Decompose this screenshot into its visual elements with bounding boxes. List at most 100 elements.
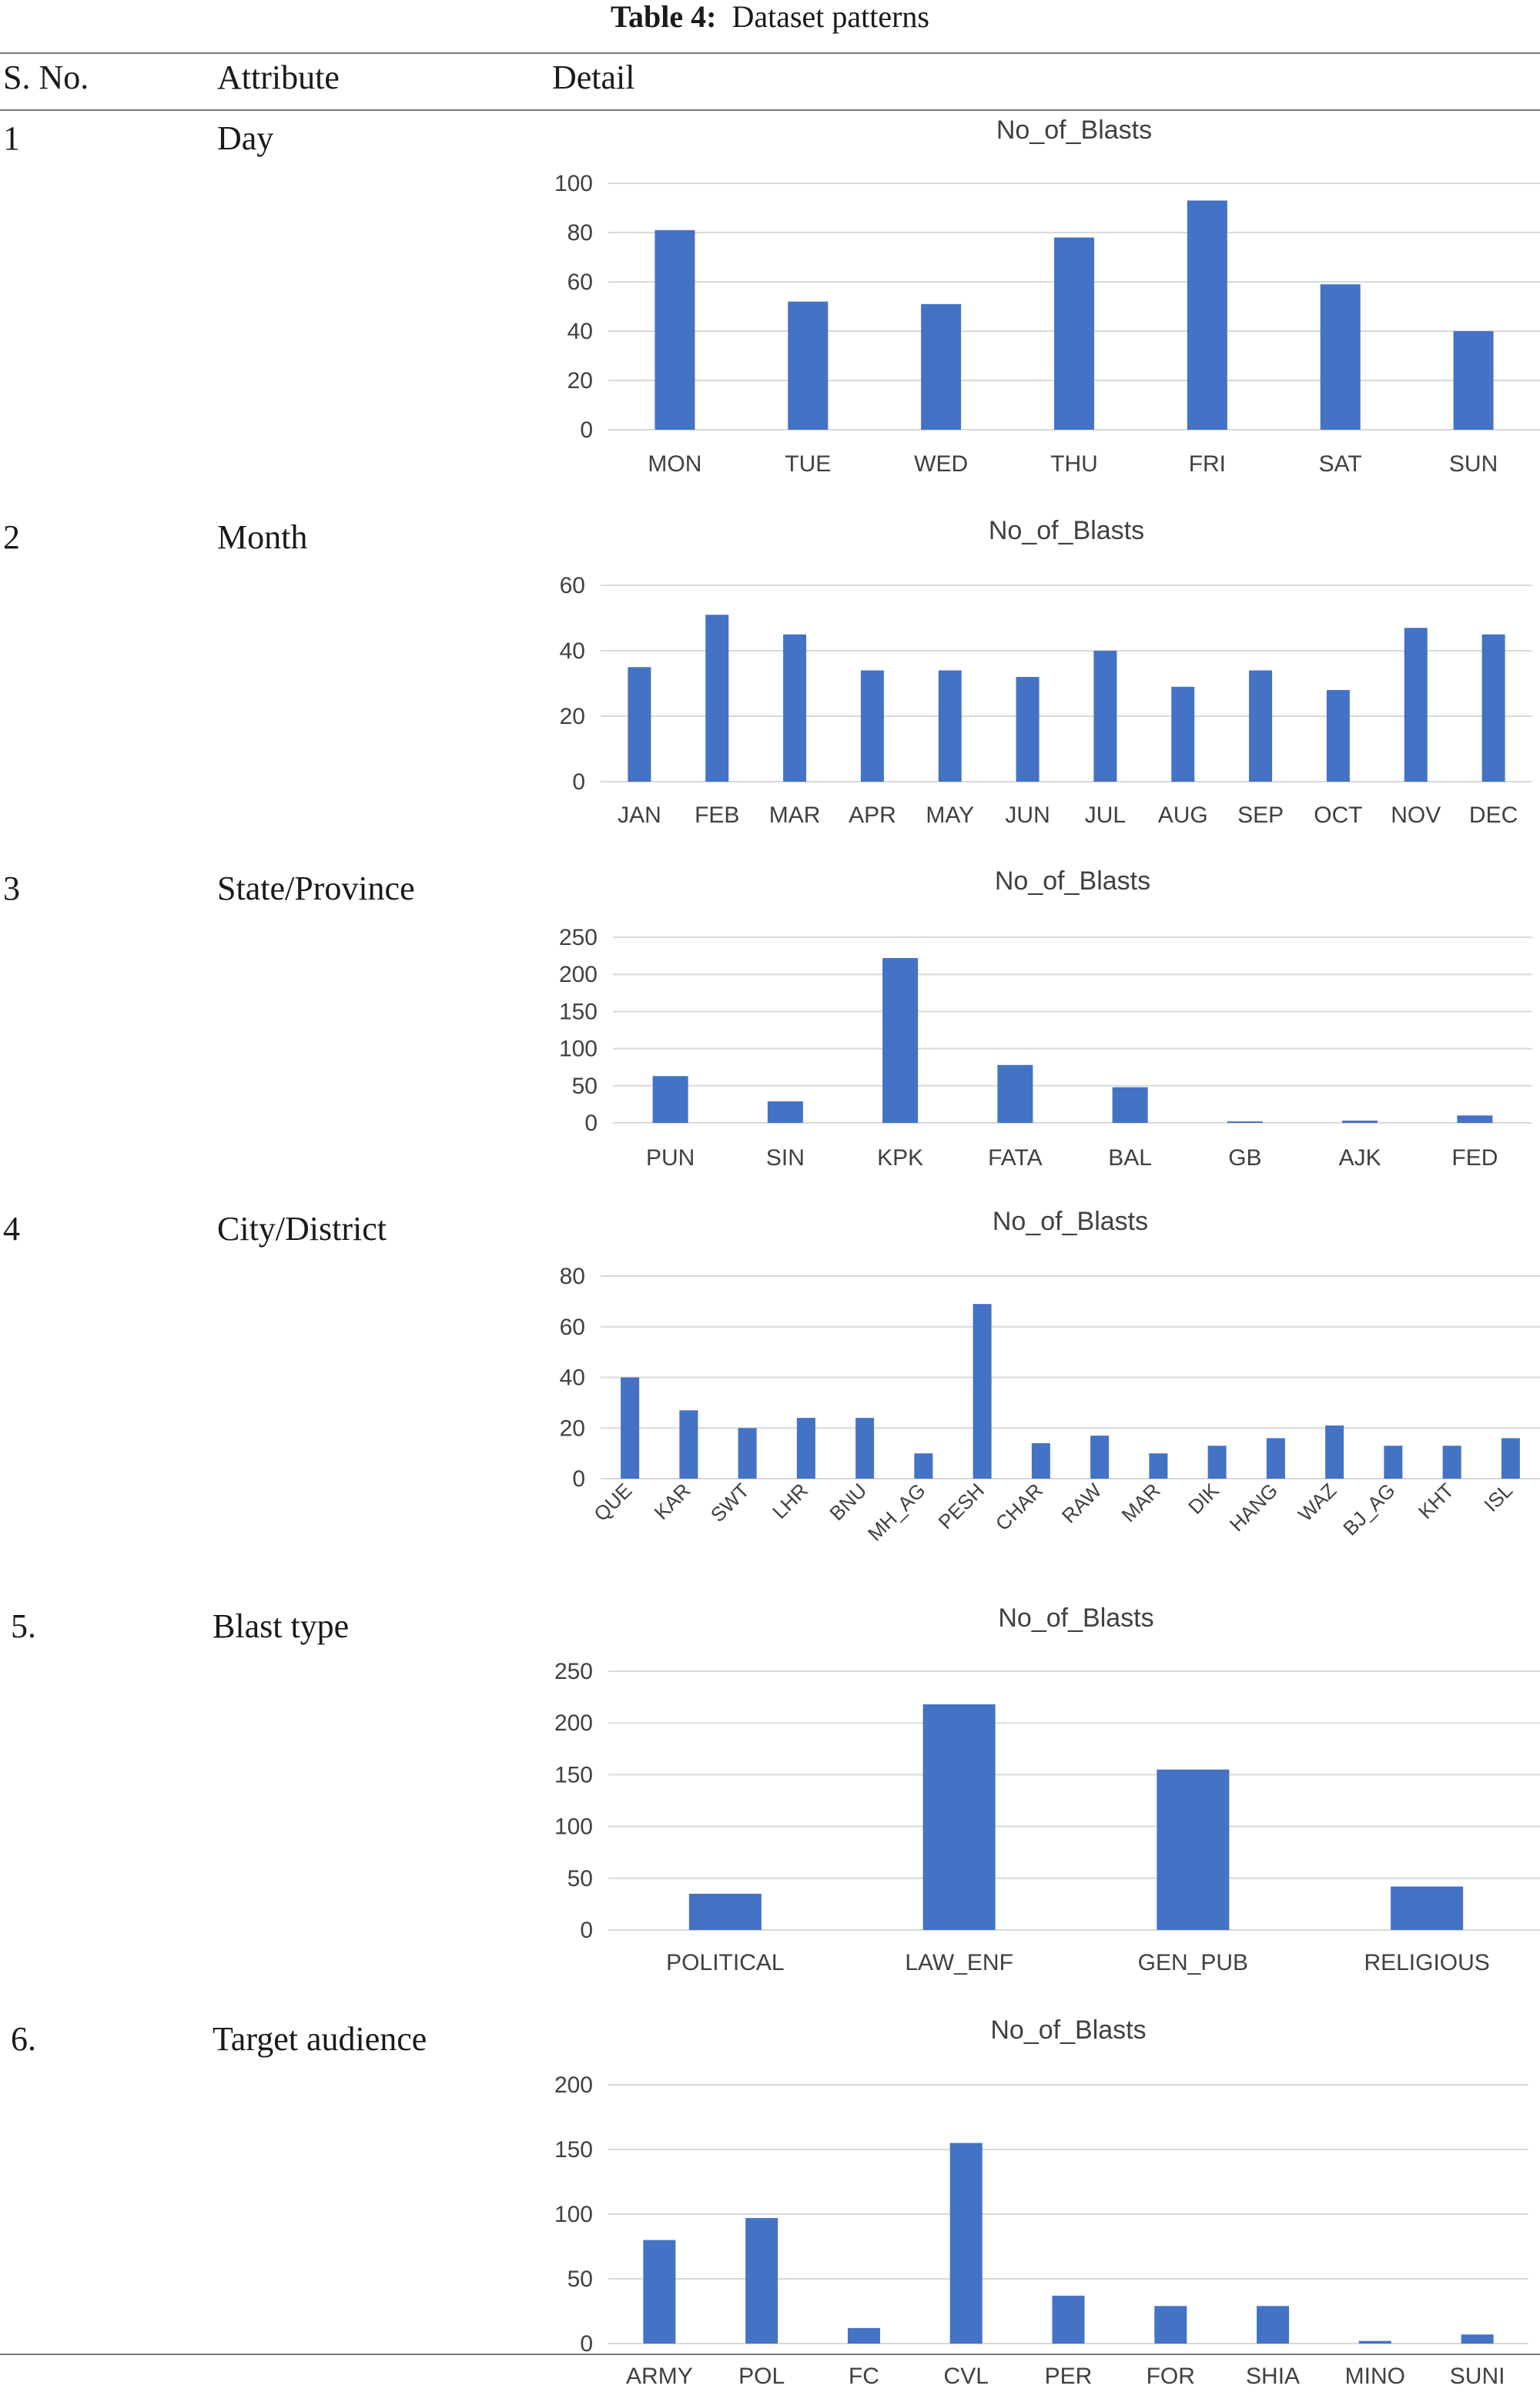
- x-tick-label: POL: [738, 2364, 785, 2389]
- bar-pesh: [973, 1304, 992, 1479]
- x-tick-label: KPK: [877, 1145, 923, 1171]
- x-tick-label: TUE: [785, 451, 831, 477]
- bar-fc: [847, 2327, 880, 2344]
- row-3-attribute: State/Province: [217, 869, 415, 907]
- x-tick-label: MAR: [769, 802, 821, 828]
- x-tick-label: POLITICAL: [666, 1950, 784, 1975]
- x-tick-label: KAR: [650, 1479, 695, 1524]
- bar-bal: [1112, 1087, 1148, 1123]
- bar-shia: [1257, 2306, 1290, 2344]
- table-bottom-rule: [0, 2354, 1540, 2355]
- y-tick-label: 0: [572, 1466, 585, 1492]
- row-2-number: 2: [3, 518, 20, 556]
- y-tick-label: 150: [559, 999, 598, 1024]
- bar-fata: [997, 1064, 1033, 1123]
- bar-for: [1154, 2306, 1187, 2344]
- bar-ajk: [1342, 1121, 1378, 1123]
- x-tick-label: SIN: [766, 1145, 805, 1171]
- x-tick-label: JUN: [1005, 802, 1050, 828]
- y-tick-label: 50: [572, 1074, 598, 1099]
- bar-tue: [788, 301, 829, 430]
- row-4-number: 4: [3, 1210, 20, 1248]
- bar-jan: [628, 667, 651, 782]
- row-5-number: 5.: [11, 1607, 36, 1645]
- y-tick-label: 100: [554, 1814, 593, 1840]
- x-tick-label: SEP: [1237, 802, 1284, 828]
- x-tick-label: LHR: [768, 1479, 812, 1523]
- x-tick-label: SAT: [1319, 451, 1362, 477]
- x-tick-label: JAN: [618, 802, 661, 828]
- row-5-attribute: Blast type: [213, 1607, 350, 1645]
- y-tick-label: 100: [559, 1037, 598, 1062]
- bar-sun: [1453, 331, 1494, 430]
- bar-religious: [1391, 1886, 1464, 1930]
- y-tick-label: 60: [560, 573, 585, 598]
- y-tick-label: 40: [567, 319, 593, 344]
- y-tick-label: 250: [554, 1659, 593, 1684]
- x-tick-label: CHAR: [991, 1479, 1047, 1535]
- bar-hang: [1266, 1438, 1285, 1479]
- bar-mh_ag: [914, 1453, 933, 1479]
- table-header-rule: [0, 109, 1540, 111]
- bar-mar: [1149, 1453, 1168, 1479]
- y-tick-label: 100: [554, 2202, 593, 2227]
- x-tick-label: NOV: [1391, 802, 1441, 828]
- x-tick-label: MAR: [1117, 1479, 1165, 1526]
- bar-sat: [1320, 284, 1361, 430]
- bar-fri: [1187, 200, 1227, 430]
- y-tick-label: 0: [580, 2331, 593, 2357]
- bar-mar: [783, 634, 807, 782]
- x-tick-label: GEN_PUB: [1138, 1950, 1248, 1975]
- table-caption-label: Table 4:: [610, 0, 717, 34]
- x-tick-label: FC: [849, 2364, 879, 2389]
- x-tick-label: RAW: [1057, 1479, 1106, 1528]
- bar-kar: [679, 1410, 698, 1479]
- x-tick-label: JUL: [1085, 802, 1126, 828]
- x-tick-label: SHIA: [1246, 2364, 1300, 2389]
- bar-bnu: [855, 1418, 875, 1479]
- y-tick-label: 200: [554, 1710, 593, 1736]
- bar-gb: [1227, 1121, 1263, 1123]
- header-detail: Detail: [552, 59, 635, 96]
- bar-thu: [1054, 237, 1094, 430]
- bar-isl: [1501, 1438, 1520, 1479]
- y-tick-label: 250: [559, 925, 598, 950]
- bar-suni: [1461, 2334, 1494, 2344]
- chart-title: No_of_Blasts: [989, 516, 1144, 545]
- bar-pun: [652, 1076, 688, 1123]
- x-tick-label: LAW_ENF: [905, 1950, 1013, 1975]
- x-tick-label: FED: [1451, 1145, 1498, 1171]
- x-tick-label: SWT: [706, 1479, 754, 1526]
- y-tick-label: 20: [560, 1416, 585, 1441]
- x-tick-label: FRI: [1189, 451, 1226, 477]
- x-tick-label: MH_AG: [863, 1479, 930, 1546]
- x-tick-label: AUG: [1158, 802, 1208, 828]
- header-sno: S. No.: [3, 59, 89, 96]
- row-6-attribute: Target audience: [213, 2020, 427, 2058]
- x-tick-label: ARMY: [626, 2364, 693, 2389]
- y-tick-label: 50: [567, 1866, 593, 1891]
- x-tick-label: BJ_AG: [1338, 1479, 1399, 1540]
- bar-sin: [767, 1101, 803, 1123]
- bar-jul: [1093, 651, 1117, 782]
- bar-jun: [1016, 677, 1040, 782]
- x-tick-label: KHT: [1414, 1479, 1458, 1523]
- x-tick-label: DEC: [1469, 802, 1518, 828]
- y-tick-label: 0: [572, 769, 585, 795]
- x-tick-label: FOR: [1147, 2364, 1195, 2389]
- chart-title: No_of_Blasts: [990, 2015, 1146, 2045]
- header-attribute: Attribute: [217, 59, 340, 96]
- bar-aug: [1171, 686, 1195, 782]
- y-tick-label: 150: [554, 1762, 593, 1788]
- row-6-number: 6.: [11, 2020, 36, 2058]
- x-tick-label: OCT: [1314, 802, 1362, 828]
- y-tick-label: 20: [567, 368, 593, 394]
- bar-que: [621, 1377, 640, 1479]
- y-tick-label: 0: [584, 1111, 598, 1136]
- bar-lhr: [796, 1418, 815, 1479]
- y-tick-label: 0: [580, 417, 593, 443]
- bar-kht: [1442, 1446, 1461, 1479]
- y-tick-label: 60: [567, 270, 593, 295]
- chart-month: No_of_Blasts 0 20 40 60 JAN FEB MAR APR MAY JUN JUL…: [560, 516, 1532, 828]
- x-tick-label: PESH: [934, 1479, 989, 1533]
